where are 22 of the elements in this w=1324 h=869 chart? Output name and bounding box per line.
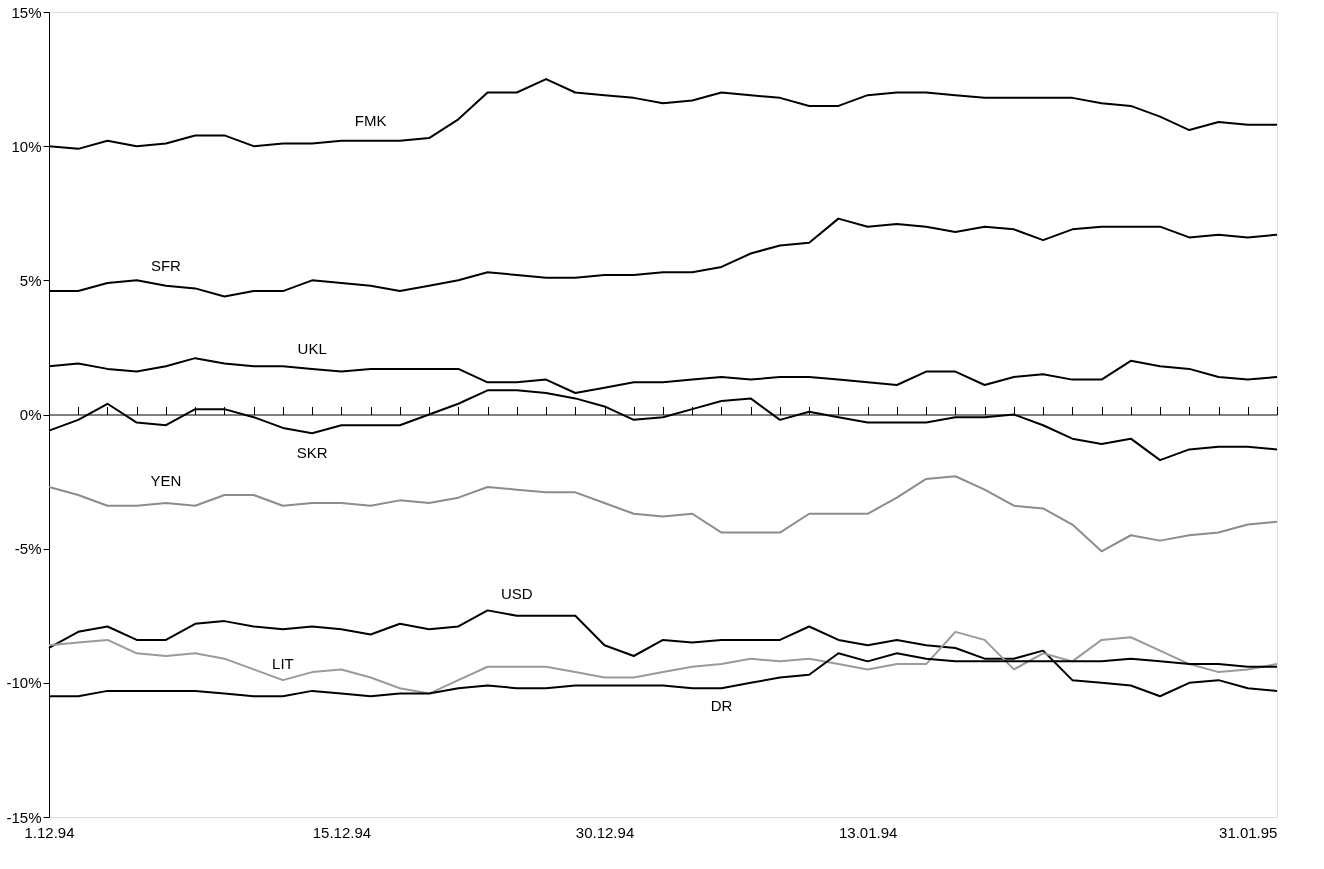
y-tick-label: -10% [6,674,42,692]
series-label: FMK [354,111,387,129]
line-series [48,630,1278,695]
series-label: UKL [297,339,327,357]
series-label: USD [500,584,533,602]
x-tick-label: 30.12.94 [575,823,635,841]
x-tick-label: 1.12.94 [24,823,75,841]
x-tick-label: 31.01.95 [1219,823,1278,841]
y-tick-label: -15% [6,808,42,826]
x-tick-label: 15.12.94 [312,823,372,841]
y-tick-label: 15% [11,3,42,21]
series-label: LIT [272,655,294,673]
y-tick-label: -5% [14,540,42,558]
y-tick-label: 5% [19,271,42,289]
series-label: DR [710,697,733,715]
y-tick-label: 10% [11,137,42,155]
series-label: SFR [150,256,182,274]
series-label: SKR [296,444,328,462]
series-label: YEN [150,472,182,490]
line-series [48,475,1278,553]
x-tick-label: 13.01.94 [838,823,898,841]
y-tick-label: 0% [19,406,42,423]
